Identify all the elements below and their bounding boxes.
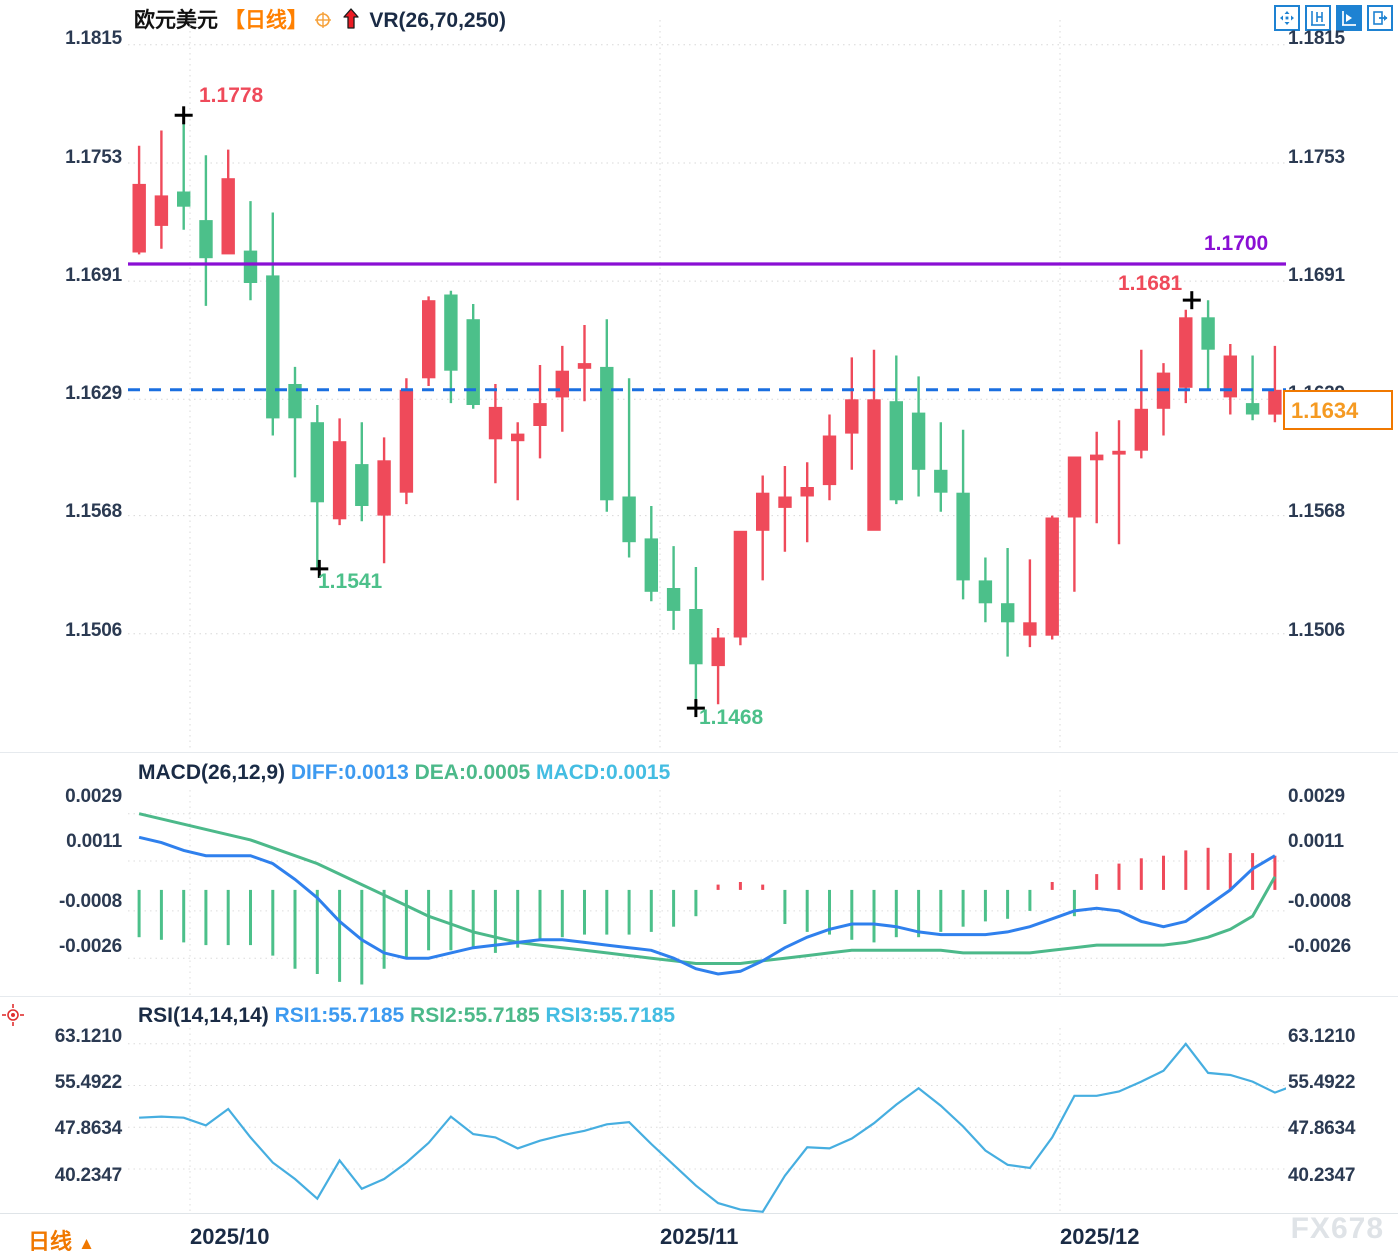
annotation-high-left: 1.1778 <box>199 84 264 107</box>
rsi3-label: RSI3:55.7185 <box>545 1004 676 1027</box>
price-axis-tick-right-1: 1.1753 <box>1288 147 1345 168</box>
price-axis-tick-left-5: 1.1506 <box>65 620 122 641</box>
jump-to-latest-icon[interactable] <box>1367 5 1393 31</box>
macd-chart-panel[interactable] <box>128 790 1286 995</box>
annotation-low-main: 1.1468 <box>699 706 764 729</box>
rsi-axis-tick-left-3: 40.2347 <box>54 1165 122 1186</box>
date-tick-2: 2025/12 <box>1060 1224 1140 1249</box>
macd-dea-label: DEA:0.0005 <box>414 761 531 784</box>
price-axis-tick-right-2: 1.1691 <box>1288 265 1345 286</box>
rsi2-label: RSI2:55.7185 <box>410 1004 540 1027</box>
macd-panel-divider <box>0 752 1398 753</box>
annotation-hline-value: 1.1700 <box>1204 232 1269 255</box>
rsi-axis-tick-left-1: 55.4922 <box>54 1072 122 1093</box>
date-tick-1: 2025/11 <box>660 1224 739 1249</box>
macd-diff-label: DIFF:0.0013 <box>290 761 409 784</box>
period-label: 【日线】 <box>223 9 308 32</box>
macd-axis-tick-right-1: 0.0011 <box>1288 831 1344 852</box>
timeframe-arrow-icon: ▲ <box>78 1234 95 1253</box>
price-chart-panel[interactable] <box>128 20 1286 750</box>
macd-axis-tick-left-0: 0.0029 <box>65 786 122 807</box>
price-axis-tick-right-4: 1.1568 <box>1288 501 1345 522</box>
rsi-chart-panel[interactable] <box>128 1028 1286 1214</box>
macd-axis-tick-right-0: 0.0029 <box>1288 786 1345 807</box>
rsi-axis-tick-right-3: 40.2347 <box>1288 1165 1356 1186</box>
macd-axis-tick-left-2: -0.0008 <box>58 891 122 912</box>
rsi1-label: RSI1:55.7185 <box>274 1004 405 1027</box>
macd-axis-tick-left-3: -0.0026 <box>58 936 122 957</box>
rsi-axis-tick-right-0: 63.1210 <box>1288 1026 1356 1047</box>
fit-screen-icon[interactable] <box>1274 5 1300 31</box>
last-price-tag: 1.1634 <box>1283 390 1393 430</box>
chart-toolbar <box>1274 5 1393 31</box>
symbol-label: 欧元美元 <box>134 9 218 32</box>
macd-axis-tick-left-1: 0.0011 <box>66 831 122 852</box>
price-axis-tick-right-5: 1.1506 <box>1288 620 1345 641</box>
price-axis-tick-left-1: 1.1753 <box>65 147 122 168</box>
annotation-low-left: 1.1541 <box>318 570 383 593</box>
scale-axis-icon[interactable] <box>1336 5 1362 31</box>
annotation-high-right: 1.1681 <box>1118 272 1183 295</box>
timeframe-label: 日线 <box>28 1229 73 1254</box>
rsi-axis-tick-left-0: 63.1210 <box>54 1026 122 1047</box>
bottom-bar: 日线 ▲ 2025/10 2025/11 2025/12 FX678 <box>0 1212 1398 1260</box>
up-arrow-icon[interactable] <box>341 8 361 30</box>
crosshair-icon[interactable] <box>314 11 332 29</box>
macd-title: MACD(26,12,9) <box>138 761 286 784</box>
indicator-label: VR(26,70,250) <box>369 9 506 32</box>
rsi-settings-icon[interactable] <box>2 1004 24 1026</box>
rsi-title: RSI(14,14,14) <box>138 1004 269 1027</box>
price-axis-tick-left-4: 1.1568 <box>65 501 122 522</box>
macd-axis-tick-right-2: -0.0008 <box>1288 891 1352 912</box>
date-tick-0: 2025/10 <box>190 1224 270 1249</box>
rsi-panel-divider <box>0 996 1398 997</box>
rsi-axis-tick-right-2: 47.8634 <box>1288 1118 1356 1139</box>
measure-height-icon[interactable] <box>1305 5 1331 31</box>
rsi-axis-tick-left-2: 47.8634 <box>54 1118 122 1139</box>
timeframe-button[interactable]: 日线 ▲ <box>28 1224 95 1256</box>
macd-value-label: MACD:0.0015 <box>536 761 671 784</box>
price-axis-tick-left-2: 1.1691 <box>65 265 122 286</box>
price-axis-tick-right-0: 1.1815 <box>1288 28 1345 49</box>
macd-axis-tick-right-3: -0.0026 <box>1288 936 1352 957</box>
price-axis-tick-left-3: 1.1629 <box>65 383 122 404</box>
rsi-header: RSI(14,14,14) RSI1:55.7185 RSI2:55.7185 … <box>138 1004 675 1028</box>
price-axis-tick-left-0: 1.1815 <box>65 28 122 49</box>
macd-header: MACD(26,12,9) DIFF:0.0013 DEA:0.0005 MAC… <box>138 761 670 785</box>
chart-header: 欧元美元 【日线】 VR(26,70,250) <box>134 4 506 34</box>
rsi-axis-tick-right-1: 55.4922 <box>1288 1072 1356 1093</box>
watermark: FX678 <box>1290 1212 1384 1245</box>
